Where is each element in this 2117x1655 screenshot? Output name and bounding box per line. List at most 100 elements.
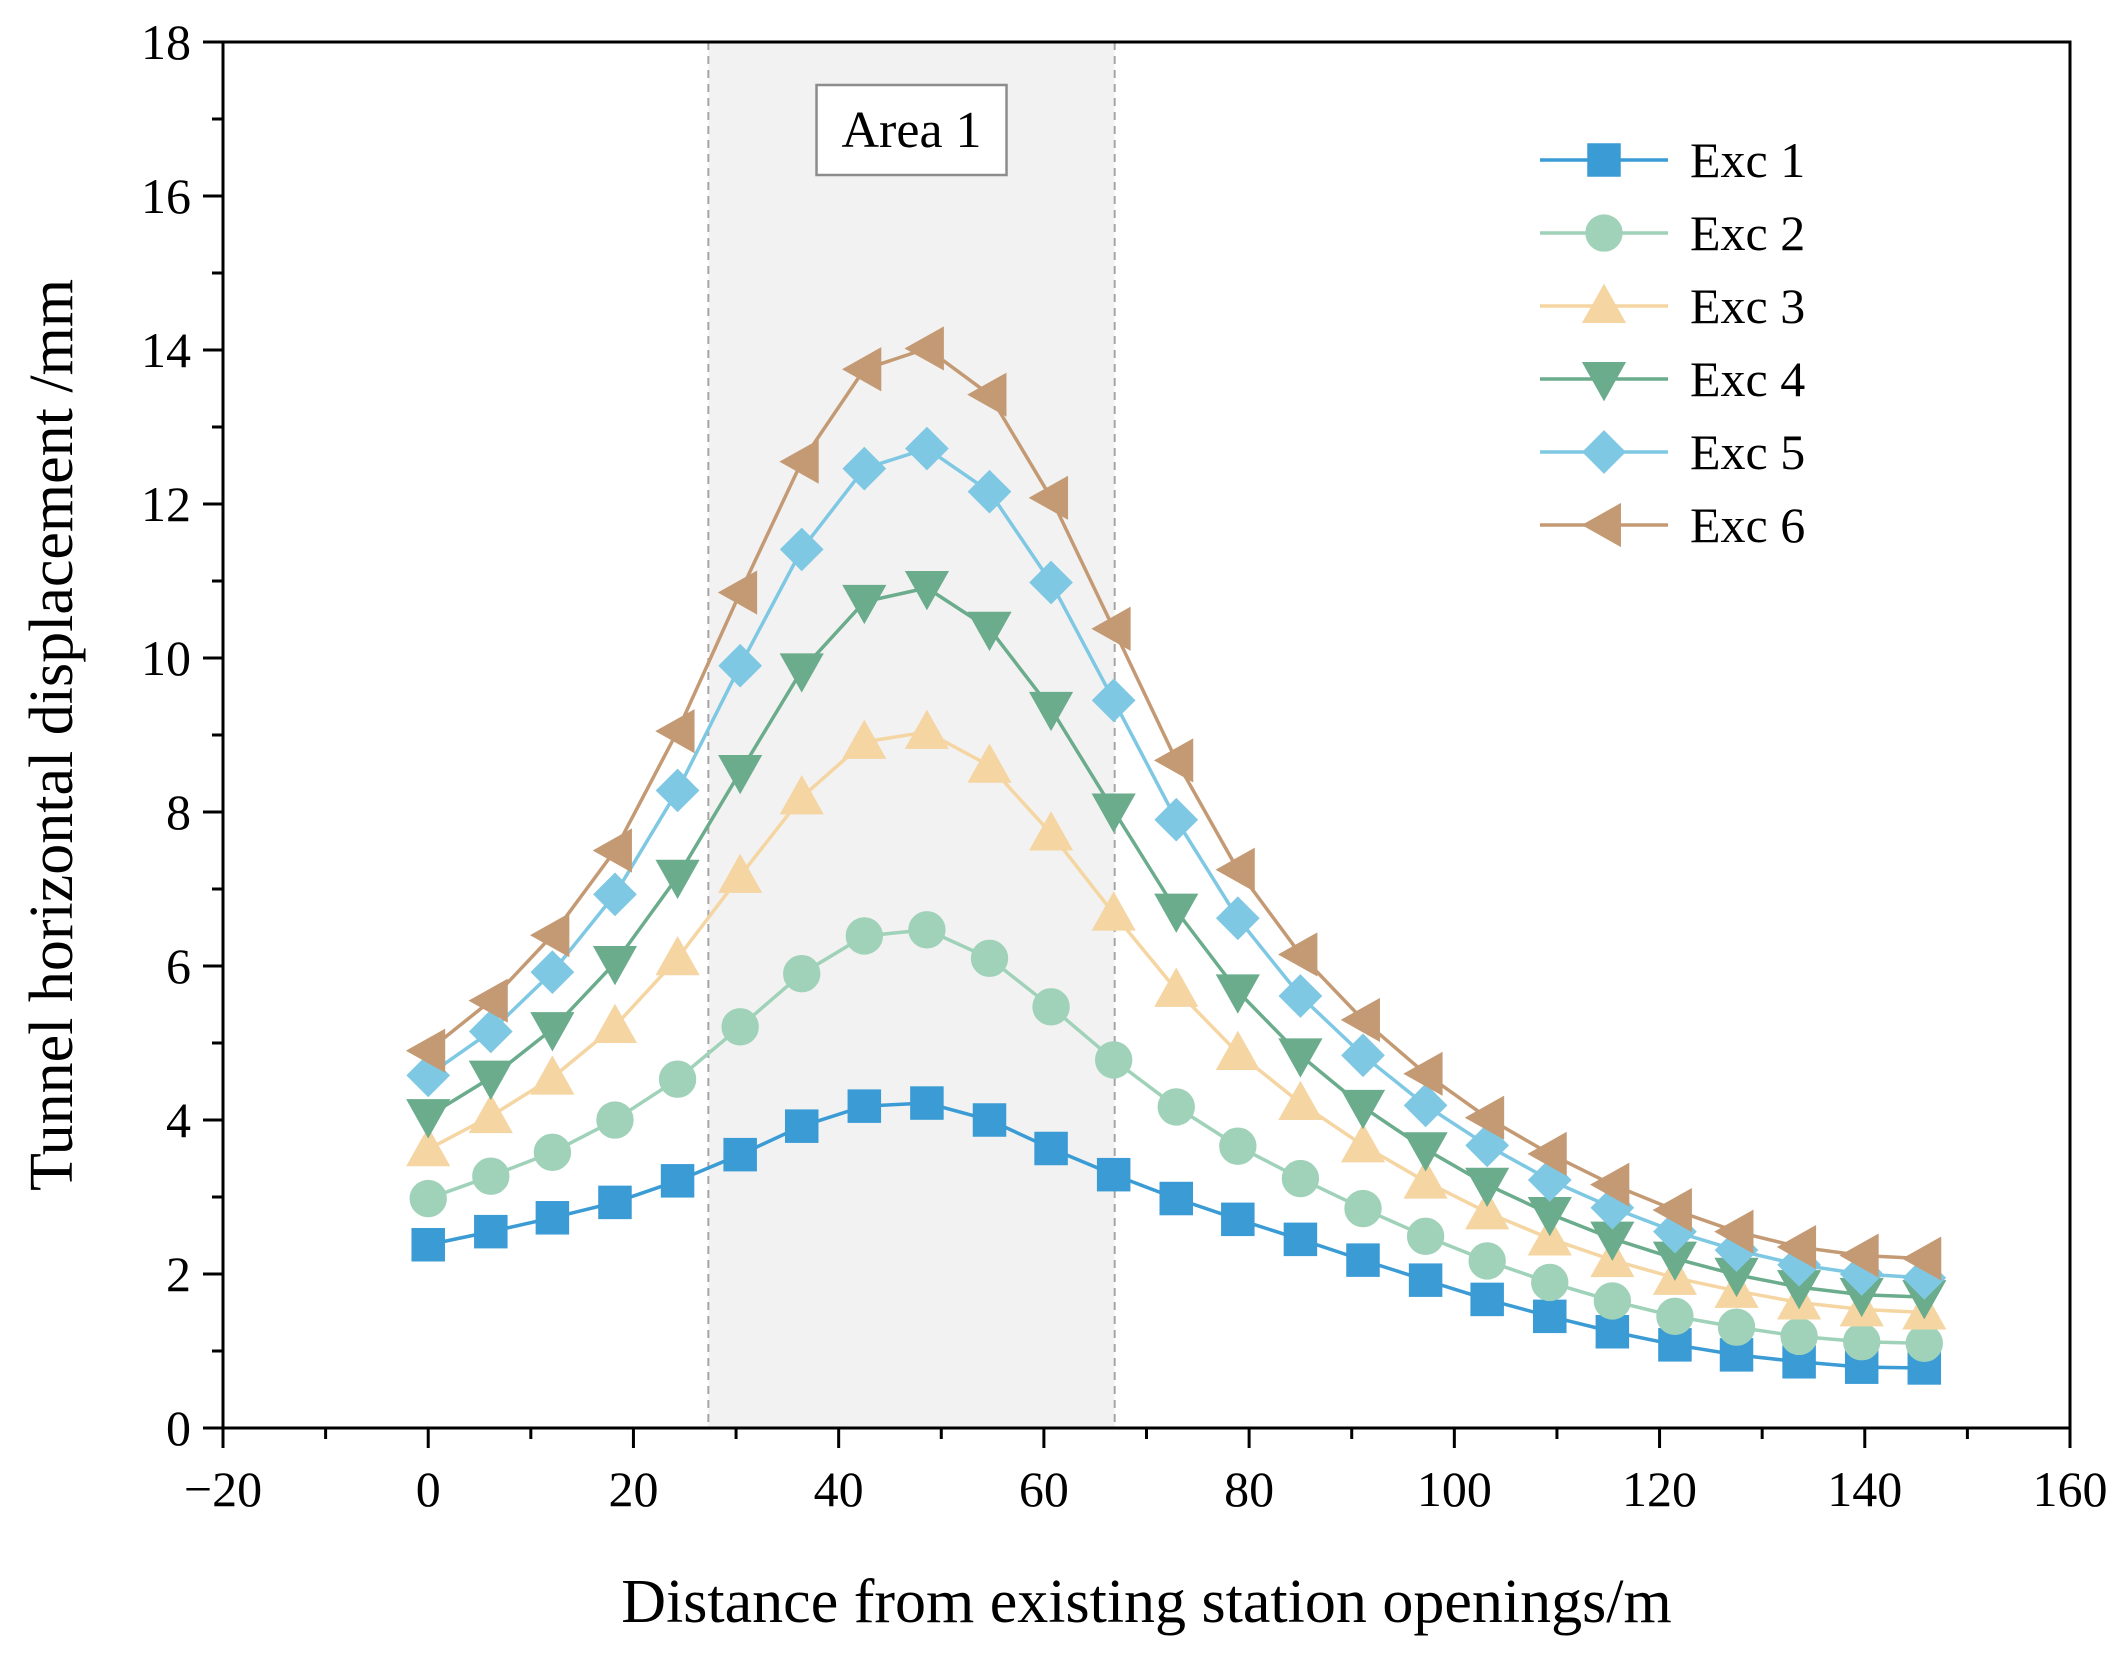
legend: Exc 1 Exc 2 Exc 3 Exc 4 Exc 5 Exc 6 [1540, 132, 1805, 553]
x-tick-label: 0 [416, 1461, 441, 1517]
data-point [1531, 1263, 1569, 1302]
data-point [474, 1214, 508, 1249]
data-point [1028, 475, 1069, 520]
data-point [779, 527, 824, 572]
data-point [972, 1103, 1007, 1137]
data-point [1465, 1167, 1510, 1208]
data-point [1465, 1190, 1510, 1230]
data-point [1780, 1317, 1818, 1356]
data-point [970, 939, 1009, 977]
data-point [1403, 1051, 1443, 1096]
data-point [1091, 606, 1131, 651]
y-tick-label: 10 [141, 630, 191, 686]
data-point [1843, 1323, 1881, 1361]
x-tick-label: 100 [1417, 1461, 1492, 1517]
data-point [405, 1028, 446, 1073]
legend-item-2: Exc 2 [1540, 205, 1805, 261]
legend-item-5: Exc 5 [1540, 424, 1805, 480]
data-point [1032, 988, 1070, 1026]
data-point [967, 469, 1012, 514]
data-point [904, 709, 949, 749]
data-point [1595, 1315, 1630, 1349]
data-point [1470, 1282, 1504, 1317]
data-point [967, 743, 1012, 783]
data-point [468, 978, 508, 1023]
data-point [717, 570, 758, 615]
data-point [1403, 1132, 1448, 1172]
y-tick-label: 18 [141, 14, 191, 70]
data-point [1215, 974, 1260, 1014]
data-point [842, 719, 887, 759]
data-point [406, 1099, 451, 1139]
legend-label: Exc 5 [1690, 424, 1805, 480]
y-axis-title: Tunnel horizontal displacement /mm [18, 279, 86, 1191]
area-label-box [815, 83, 1008, 177]
x-tick-label: 40 [814, 1461, 864, 1517]
legend-item-4: Exc 4 [1540, 351, 1805, 407]
data-point [1154, 893, 1199, 933]
data-point [1029, 560, 1073, 605]
data-point [1593, 1282, 1632, 1320]
data-point [1341, 1033, 1385, 1078]
x-tick-label: −20 [184, 1461, 262, 1517]
data-point [783, 955, 821, 993]
data-point [406, 1126, 451, 1167]
data-point [530, 1012, 575, 1052]
data-point [592, 945, 638, 986]
data-point [658, 1060, 697, 1098]
data-point [1281, 1159, 1320, 1198]
data-point [784, 1109, 819, 1143]
data-point [904, 570, 949, 611]
data-point [1278, 974, 1323, 1018]
legend-marker [1587, 143, 1621, 177]
y-tick-label: 6 [166, 938, 191, 994]
legend-marker [1581, 283, 1627, 323]
legend-marker [1581, 502, 1621, 548]
series-layer [405, 326, 1947, 1385]
data-point [779, 653, 824, 693]
legend-marker [1585, 214, 1623, 252]
data-point [596, 1101, 634, 1139]
data-point [718, 853, 763, 893]
legend-marker [1582, 430, 1626, 474]
data-point [655, 935, 700, 976]
data-point [967, 611, 1012, 652]
x-tick-label: 20 [608, 1461, 658, 1517]
data-point [1219, 1127, 1257, 1165]
data-point [598, 1185, 632, 1220]
data-point [1215, 847, 1255, 892]
data-point [1034, 1131, 1068, 1166]
data-point [1283, 1222, 1318, 1257]
data-point [530, 913, 570, 958]
data-point [908, 911, 946, 949]
data-point [1406, 1217, 1445, 1255]
data-point [1091, 891, 1136, 931]
data-point [468, 1009, 513, 1054]
data-point [1717, 1308, 1756, 1346]
data-point [904, 326, 944, 371]
legend-marker [1581, 362, 1627, 402]
x-tick-label: 60 [1019, 1461, 1069, 1517]
data-point [1403, 1159, 1448, 1199]
data-point [1221, 1202, 1255, 1237]
data-point [535, 1201, 570, 1235]
data-point [1028, 811, 1074, 851]
data-point [533, 1133, 572, 1172]
area-label-layer: Area 1 [815, 83, 1008, 177]
data-point [530, 1055, 575, 1095]
legend-item-3: Exc 3 [1540, 278, 1805, 334]
legend-item-1: Exc 1 [1540, 132, 1805, 188]
data-point [845, 917, 883, 955]
legend-label: Exc 3 [1690, 278, 1805, 334]
series-4 [406, 570, 1947, 1320]
legend-label: Exc 6 [1690, 497, 1805, 553]
data-point [1154, 967, 1199, 1007]
data-point [592, 828, 632, 873]
data-point [1652, 1188, 1692, 1233]
data-point [1278, 1080, 1323, 1121]
y-tick-label: 16 [141, 168, 191, 224]
data-point [468, 1093, 513, 1134]
legend-label: Exc 1 [1690, 132, 1805, 188]
data-point [1656, 1297, 1694, 1336]
